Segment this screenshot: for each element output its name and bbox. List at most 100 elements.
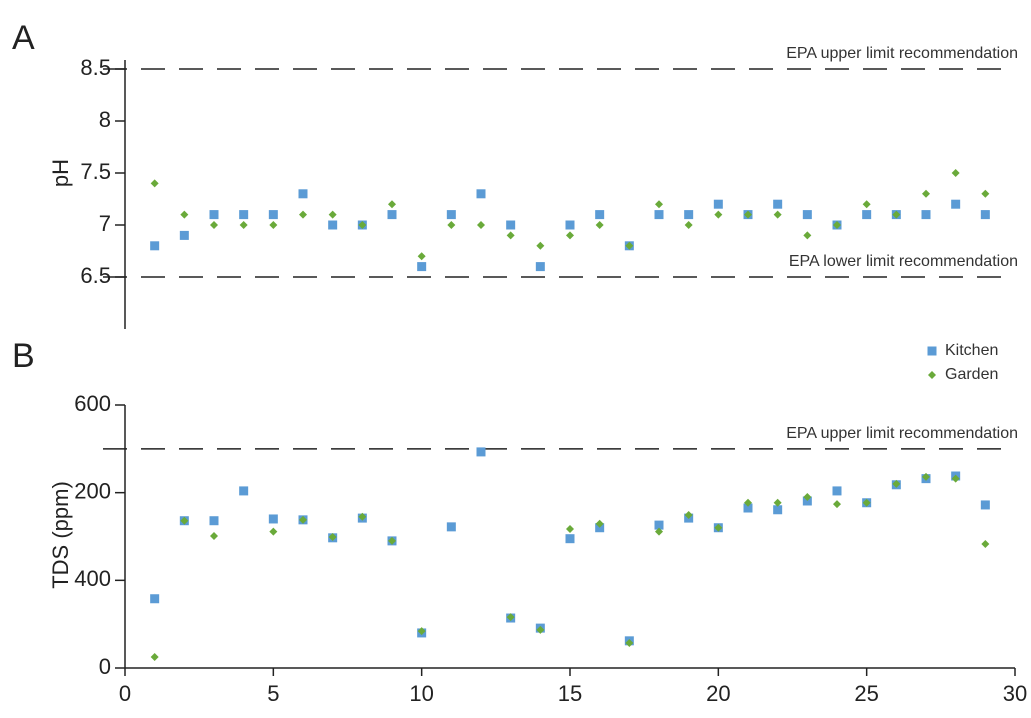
y-axis-label: TDS (ppm) (48, 481, 73, 589)
marker (654, 520, 664, 530)
marker (446, 210, 456, 220)
marker (921, 210, 931, 220)
x-tick-label: 0 (119, 681, 131, 706)
marker (922, 189, 930, 198)
reference-label: EPA lower limit recommendation (789, 253, 1018, 270)
marker (981, 539, 990, 548)
marker (803, 493, 812, 502)
y-tick-label: 7 (99, 211, 111, 236)
panel-label: B (12, 337, 35, 375)
marker (773, 210, 782, 219)
marker (447, 221, 456, 229)
marker (566, 525, 574, 534)
marker (269, 221, 278, 229)
x-tick-label: 15 (558, 681, 582, 706)
marker (803, 231, 812, 240)
marker (536, 241, 545, 250)
marker (713, 199, 723, 209)
marker (595, 210, 605, 220)
y-tick-label: 6.5 (80, 263, 111, 288)
y-tick-label: 600 (74, 391, 111, 416)
marker (388, 200, 396, 209)
marker (980, 210, 990, 220)
marker (209, 210, 219, 220)
marker (180, 210, 189, 219)
marker (358, 221, 367, 229)
y-tick-label: 8.5 (80, 55, 111, 80)
reference-label: EPA upper limit recommendation (786, 425, 1018, 442)
marker (387, 210, 397, 220)
y-tick-label: 7.5 (80, 159, 111, 184)
marker (299, 515, 307, 524)
x-tick-label: 25 (854, 681, 878, 706)
marker (833, 221, 841, 229)
marker (150, 241, 160, 251)
marker (951, 474, 960, 483)
marker (328, 220, 338, 230)
marker (210, 532, 218, 541)
y-axis-label: pH (48, 159, 73, 187)
marker (802, 210, 812, 220)
marker (239, 221, 248, 229)
marker (714, 523, 723, 532)
marker (625, 639, 634, 648)
marker (743, 503, 753, 513)
marker (862, 210, 872, 220)
marker (477, 221, 485, 229)
marker (684, 511, 693, 520)
marker (773, 498, 782, 507)
y-tick-label: 0 (99, 654, 111, 679)
marker (268, 514, 278, 524)
marker (179, 230, 189, 240)
marker (684, 221, 693, 229)
marker (951, 199, 961, 209)
y-tick-label: 400 (74, 566, 111, 591)
marker (566, 231, 574, 240)
marker (417, 627, 426, 636)
marker (268, 210, 278, 220)
marker (150, 179, 159, 188)
legend-marker (928, 371, 936, 379)
marker (654, 210, 664, 220)
marker (773, 199, 783, 209)
marker (980, 500, 990, 510)
marker (922, 472, 930, 481)
marker (506, 220, 516, 230)
marker (417, 252, 426, 261)
marker (951, 169, 960, 177)
legend-label: Kitchen (945, 342, 998, 359)
marker (565, 534, 575, 544)
panel-label: A (12, 19, 35, 57)
marker (358, 512, 367, 521)
marker (773, 505, 783, 515)
marker (299, 210, 307, 219)
marker (446, 522, 456, 532)
marker (239, 486, 249, 496)
marker (595, 519, 604, 528)
x-tick-label: 10 (409, 681, 433, 706)
marker (535, 262, 545, 272)
legend-marker (927, 346, 937, 356)
marker (625, 241, 634, 250)
marker (684, 210, 694, 220)
marker (655, 527, 663, 536)
marker (476, 189, 486, 199)
marker (862, 498, 871, 507)
marker (981, 189, 990, 198)
marker (506, 613, 515, 622)
marker (744, 210, 752, 219)
x-tick-label: 5 (267, 681, 279, 706)
x-tick-label: 30 (1003, 681, 1027, 706)
y-tick-label: 200 (74, 478, 111, 503)
marker (536, 625, 545, 634)
marker (833, 500, 841, 509)
marker (328, 532, 337, 541)
marker (210, 221, 218, 229)
marker (565, 220, 575, 230)
y-tick-label: 8 (99, 107, 111, 132)
marker (150, 594, 160, 604)
marker (506, 231, 515, 240)
marker (892, 210, 901, 219)
marker (180, 516, 189, 525)
marker (417, 262, 427, 272)
